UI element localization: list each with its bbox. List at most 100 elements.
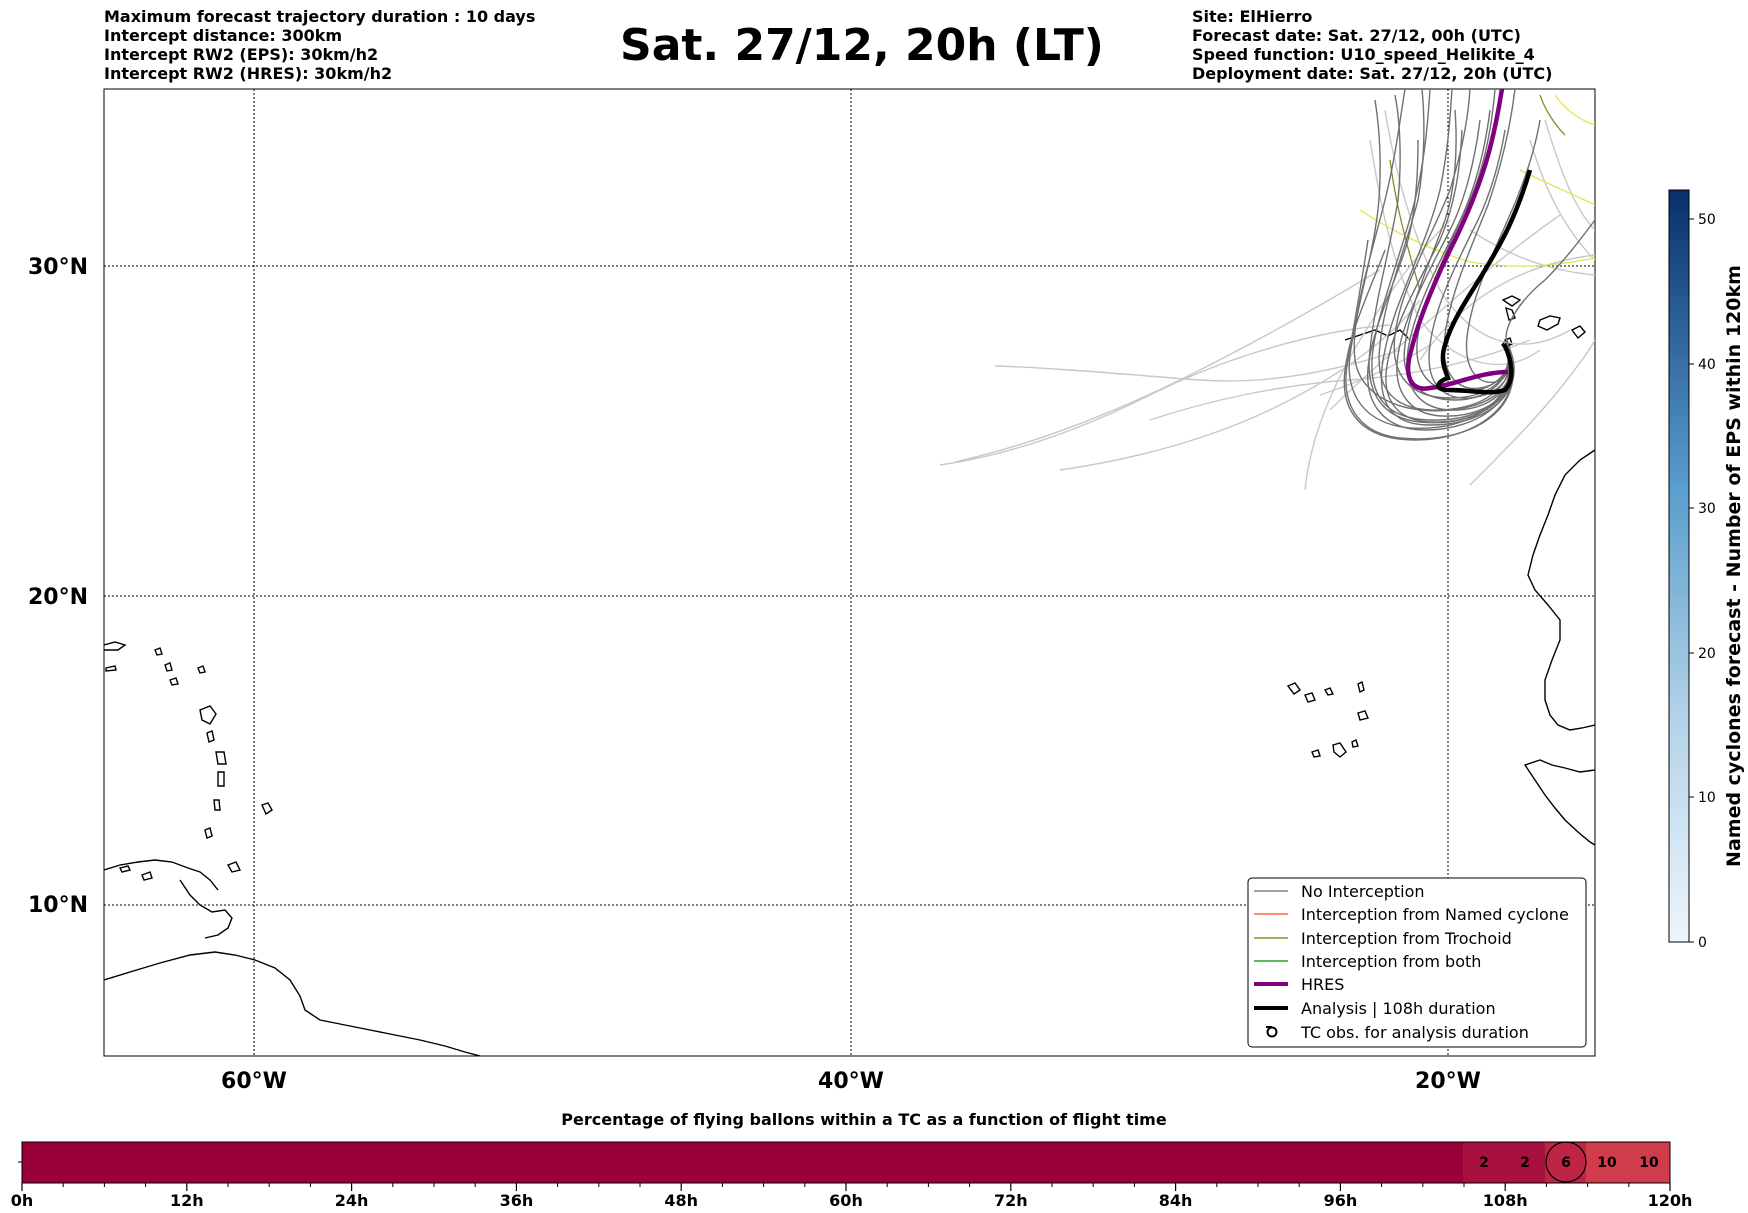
martinique xyxy=(215,751,227,765)
trajectory xyxy=(1505,219,1595,346)
cape-verde-3 xyxy=(1357,710,1369,721)
antilles-4 xyxy=(197,665,206,674)
timeline-base xyxy=(21,1141,1671,1184)
trajectory xyxy=(1345,239,1514,440)
hispaniola-fragment xyxy=(104,641,127,651)
timeline-cell-value: 10 xyxy=(1597,1155,1617,1171)
legend-label: TC obs. for analysis duration xyxy=(1300,1023,1529,1042)
trajectory xyxy=(1469,339,1595,486)
legend-label: HRES xyxy=(1301,975,1344,994)
canary-gran-canaria xyxy=(1537,315,1561,331)
trajectory xyxy=(1554,94,1595,126)
legend-label: Interception from both xyxy=(1301,952,1481,971)
st-vincent xyxy=(213,799,221,811)
timeline-title: Percentage of flying ballons within a TC… xyxy=(561,1110,1167,1129)
trajectory xyxy=(1389,159,1421,291)
cape-verde-4 xyxy=(1332,742,1347,758)
trajectory xyxy=(1406,109,1512,411)
colorbar-tick: 40 xyxy=(1698,357,1716,373)
timeline-tick: 84h xyxy=(1159,1191,1193,1210)
analysis-trajectory xyxy=(1436,169,1533,395)
colorbar-tick: 50 xyxy=(1698,212,1716,228)
trajectory xyxy=(939,324,1391,466)
guadeloupe xyxy=(199,705,217,725)
timeline-tick: 72h xyxy=(994,1191,1028,1210)
trajectory xyxy=(1465,119,1541,383)
site-info-text: Site: ElHierro Forecast date: Sat. 27/12… xyxy=(1192,7,1552,83)
madeira-island xyxy=(1501,295,1522,307)
curacao xyxy=(141,871,153,881)
setting-line: Intercept distance: 300km xyxy=(104,26,343,45)
trajectory xyxy=(1443,89,1516,390)
trajectory xyxy=(1529,139,1595,261)
barbados xyxy=(261,802,273,816)
trajectory xyxy=(1403,109,1510,401)
setting-line: Maximum forecast trajectory duration : 1… xyxy=(104,7,536,26)
antilles-2 xyxy=(164,662,173,672)
canary-fuerteventura xyxy=(1570,325,1586,340)
colorbar-tick: 0 xyxy=(1698,935,1707,951)
trajectory xyxy=(1353,89,1513,412)
timeline-tick: 60h xyxy=(829,1191,863,1210)
west-africa-coast-north xyxy=(1527,449,1595,731)
timeline-tick: 12h xyxy=(170,1191,204,1210)
setting-line: Intercept RW2 (HRES): 30km/h2 xyxy=(104,64,393,83)
timeline-cell-value: 2 xyxy=(1479,1155,1489,1171)
trajectory xyxy=(994,349,1401,382)
trajectory xyxy=(1059,299,1421,471)
lat-label-30n: 30°N xyxy=(28,255,88,280)
trajectory xyxy=(954,269,1381,463)
timeline-tick: 36h xyxy=(500,1191,534,1210)
timeline-tick: 24h xyxy=(335,1191,369,1210)
trajectory xyxy=(1359,209,1595,267)
site-line: Site: ElHierro xyxy=(1192,7,1313,26)
legend-label: No Interception xyxy=(1301,882,1425,901)
colorbar-tick: 20 xyxy=(1698,646,1716,662)
forecast-settings-text: Maximum forecast trajectory duration : 1… xyxy=(104,7,535,83)
timeline-cell-value: 6 xyxy=(1561,1155,1571,1171)
colorbar-gradient xyxy=(1668,189,1690,943)
legend-label: Interception from Named cyclone xyxy=(1301,905,1569,924)
timeline-cell-value: 10 xyxy=(1639,1155,1659,1171)
trajectory xyxy=(1396,119,1513,417)
cape-verde-1 xyxy=(1286,682,1301,695)
trajectory xyxy=(1544,119,1595,231)
timeline-tick: 0h xyxy=(11,1191,34,1210)
lon-label-40w: 40°W xyxy=(818,1069,884,1094)
trajectory xyxy=(1343,249,1514,441)
lon-label-60w: 60°W xyxy=(221,1069,287,1094)
legend-box xyxy=(1247,877,1587,1048)
trajectory xyxy=(1384,109,1571,345)
site-line: Deployment date: Sat. 27/12, 20h (UTC) xyxy=(1192,64,1553,83)
timeline-major-ticks xyxy=(21,1183,1671,1191)
timeline-tick: 108h xyxy=(1483,1191,1528,1210)
timeline-minor-ticks xyxy=(62,1183,1630,1187)
cape-verde-8 xyxy=(1323,687,1335,696)
timeline-tick: 96h xyxy=(1324,1191,1358,1210)
timeline-cell-bg xyxy=(1586,1142,1628,1183)
antilles-1 xyxy=(154,647,163,656)
lat-label-10n: 10°N xyxy=(28,893,88,918)
colorbar-tick: 30 xyxy=(1698,501,1716,517)
puerto-rico xyxy=(105,665,117,672)
coastlines xyxy=(104,295,1595,1056)
colorbar-tick: 10 xyxy=(1698,790,1716,806)
colorbar: 0 10 20 30 40 50 Named cyclones forecast… xyxy=(1668,189,1745,951)
legend-label: Interception from Trochoid xyxy=(1301,929,1512,948)
colorbar-label: Named cyclones forecast - Number of EPS … xyxy=(1723,265,1745,867)
cape-verde-7 xyxy=(1357,680,1365,694)
trajectory xyxy=(1329,214,1561,411)
tc-obs-icon xyxy=(1266,1026,1278,1038)
cape-verde-5 xyxy=(1311,749,1321,758)
west-africa-coast-south xyxy=(1523,759,1595,846)
site-line: Forecast date: Sat. 27/12, 00h (UTC) xyxy=(1192,26,1521,45)
canary-lanzarote xyxy=(1505,306,1516,321)
trochoid-olive-trajectories xyxy=(1389,94,1566,291)
trajectory xyxy=(1380,89,1515,426)
tobago xyxy=(226,861,242,873)
graticule xyxy=(104,89,1595,1056)
cape-verde-6 xyxy=(1351,739,1359,748)
timeline-highlight-circle xyxy=(1545,1141,1587,1183)
venezuela-coast xyxy=(104,859,219,891)
